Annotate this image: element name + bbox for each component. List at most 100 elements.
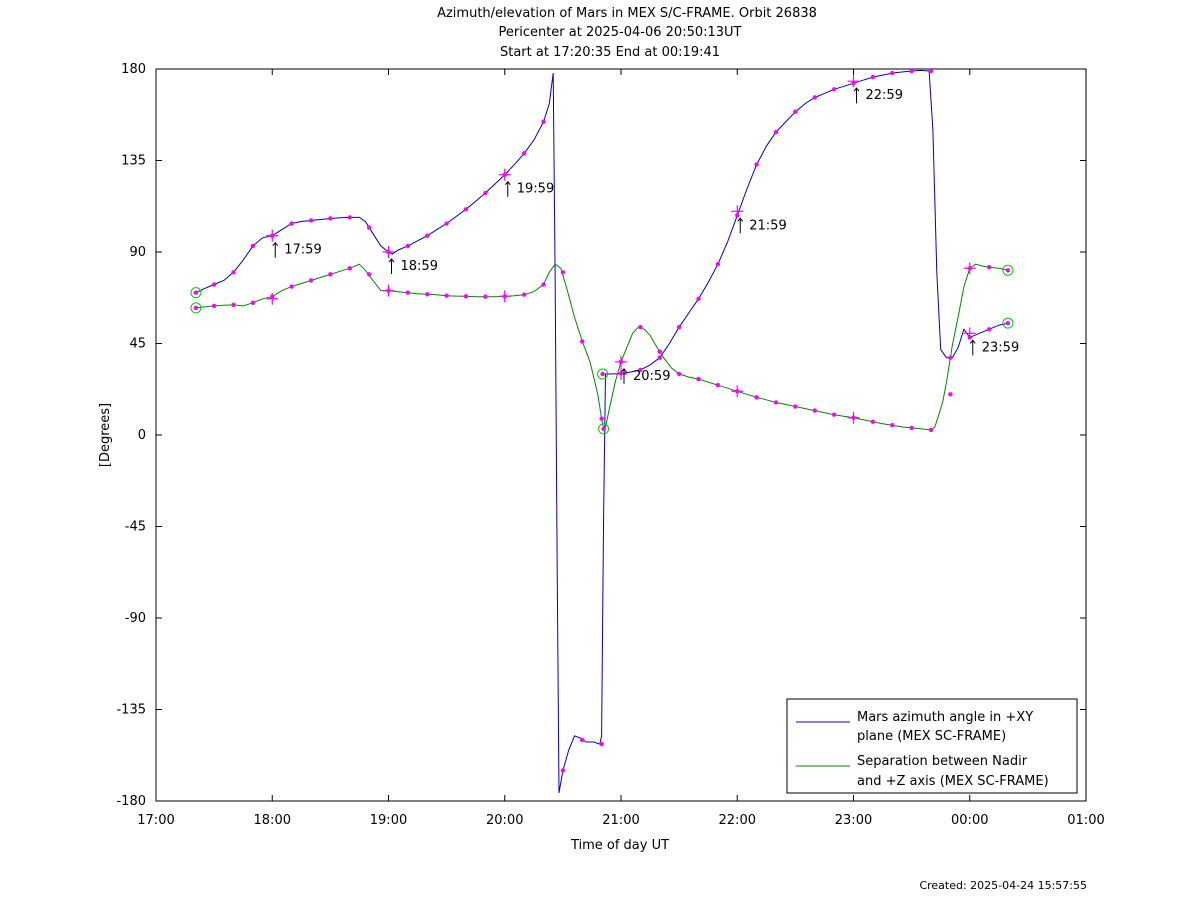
endpoint-circle — [190, 302, 202, 314]
data-point-azimuth — [405, 243, 411, 249]
data-point-separation — [754, 395, 759, 400]
x-tick-label: 20:00 — [486, 813, 523, 828]
data-point-azimuth — [638, 367, 643, 373]
data-point-separation — [231, 302, 236, 308]
data-point-separation — [773, 400, 779, 405]
plot-area — [155, 68, 1087, 802]
data-point-azimuth — [444, 221, 449, 226]
hour-annotation-arrow — [272, 241, 279, 258]
data-point-azimuth — [231, 270, 236, 275]
endpoint-circle — [1002, 317, 1014, 329]
data-point-azimuth — [1005, 320, 1011, 326]
y-tick-label: -45 — [125, 520, 146, 535]
x-tick-label: 23:00 — [835, 813, 872, 828]
data-point-azimuth — [560, 768, 566, 773]
data-point-separation — [193, 305, 199, 311]
data-point-azimuth — [211, 282, 217, 287]
hour-annotation-arrow — [853, 87, 860, 104]
data-point-separation — [715, 382, 721, 388]
data-point-separation — [541, 282, 546, 287]
x-tick-label: 18:00 — [254, 813, 291, 828]
hour-marker-separation — [498, 290, 511, 303]
data-point-separation — [1005, 268, 1011, 273]
data-point-azimuth — [986, 327, 992, 332]
data-point-azimuth — [831, 87, 837, 92]
data-point-separation — [909, 425, 914, 431]
y-tick-label: 180 — [121, 62, 146, 77]
y-tick-label: -90 — [125, 611, 146, 626]
endpoint-circle — [597, 368, 609, 380]
data-point-separation — [405, 290, 411, 295]
data-point-azimuth — [250, 243, 256, 249]
data-point-separation — [928, 427, 934, 433]
y-tick-label: 135 — [121, 154, 146, 169]
data-point-separation — [890, 423, 895, 428]
hour-marker-separation — [847, 411, 860, 424]
data-point-azimuth — [676, 325, 682, 330]
data-point-separation — [599, 416, 604, 421]
data-point-azimuth — [425, 233, 430, 238]
data-point-azimuth — [193, 290, 199, 295]
hour-marker-azimuth — [847, 75, 860, 88]
x-tick-label: 22:00 — [719, 813, 756, 828]
data-point-separation — [580, 339, 585, 344]
y-tick-label: -180 — [116, 794, 146, 809]
legend-label-separation-line-1: Separation between Nadir — [857, 754, 1028, 769]
data-point-azimuth — [948, 355, 953, 360]
x-tick-label: 21:00 — [602, 813, 639, 828]
created-timestamp: Created: 2025-04-24 15:57:55 — [919, 879, 1087, 892]
hour-annotation-label: 19:59 — [517, 182, 554, 197]
chart-title-line-1: Azimuth/elevation of Mars in MEX S/C-FRA… — [437, 6, 817, 21]
data-point-separation — [793, 404, 798, 409]
hour-marker-azimuth — [731, 205, 744, 218]
series-markers — [190, 68, 1014, 773]
x-tick-label: 17:00 — [137, 813, 174, 828]
hour-annotation-label: 18:59 — [401, 259, 438, 274]
data-point-azimuth — [928, 68, 934, 74]
hour-annotations: 17:59 18:59 19:59 20:59 21:59 22:59 23:59 — [272, 87, 1019, 384]
data-point-separation — [696, 376, 701, 382]
data-point-separation — [831, 412, 837, 417]
chart-title-line-3: Start at 17:20:35 End at 00:19:41 — [500, 45, 720, 60]
endpoint-circle — [1002, 264, 1014, 276]
x-axis-label: Time of day UT — [570, 838, 669, 853]
data-point-separation — [463, 294, 469, 299]
data-point-azimuth — [580, 737, 585, 743]
hour-annotation-label: 20:59 — [633, 369, 670, 384]
y-tick-label: 0 — [138, 428, 146, 443]
data-point-separation — [657, 349, 662, 354]
data-point-separation — [308, 278, 314, 283]
x-tick-label: 01:00 — [1067, 813, 1104, 828]
y-axis-label: [Degrees] — [98, 403, 113, 467]
data-point-separation — [676, 371, 682, 377]
data-point-azimuth — [289, 221, 294, 226]
data-point-azimuth — [541, 119, 546, 125]
data-point-azimuth — [870, 74, 876, 80]
hour-marker-separation — [615, 368, 627, 380]
hour-annotation-arrow — [737, 217, 744, 234]
data-point-azimuth — [812, 95, 817, 100]
data-point-azimuth — [366, 225, 372, 230]
x-tick-label: 19:00 — [370, 813, 407, 828]
data-point-separation — [638, 325, 643, 330]
data-point-azimuth — [909, 68, 914, 74]
legend-box — [786, 698, 1078, 794]
data-point-azimuth — [328, 216, 333, 221]
data-point-azimuth — [308, 218, 314, 223]
data-point-azimuth — [599, 741, 604, 747]
legend-label-azimuth-line-2: plane (MEX SC-FRAME) — [857, 729, 1006, 744]
hour-marker-azimuth — [266, 229, 279, 242]
data-point-azimuth — [696, 296, 701, 301]
hour-marker-azimuth — [498, 168, 511, 181]
data-point-azimuth — [657, 355, 662, 360]
hour-annotation-label: 23:59 — [982, 340, 1019, 355]
data-point-separation — [347, 266, 352, 271]
data-point-separation — [618, 359, 624, 364]
y-tick-label: 90 — [129, 245, 146, 260]
data-point-azimuth — [463, 207, 469, 212]
data-point-separation — [601, 426, 606, 432]
data-point-separation — [328, 272, 333, 277]
hour-annotation-label: 22:59 — [866, 88, 903, 103]
hour-annotation-arrow — [504, 180, 511, 197]
